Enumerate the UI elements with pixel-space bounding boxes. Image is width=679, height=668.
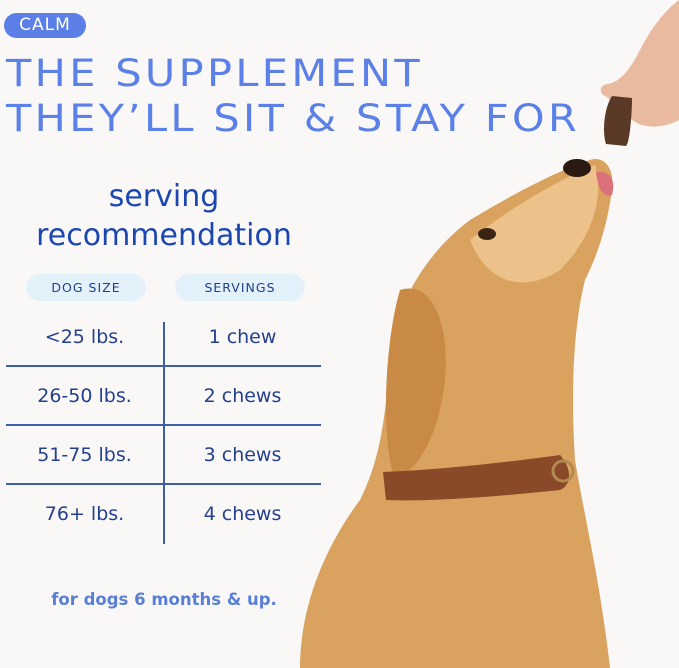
table-divider <box>6 483 321 485</box>
table-divider-vertical <box>163 322 165 544</box>
dog-tongue <box>596 171 614 196</box>
footnote: for dogs 6 months & up. <box>51 590 277 609</box>
dog-face <box>470 165 599 283</box>
dog-collar <box>383 455 569 501</box>
dog-eye <box>478 228 496 240</box>
table-divider <box>6 365 321 367</box>
headline-line-2: THEY’LL SIT & STAY FOR <box>6 97 581 140</box>
servings-cell: 4 chews <box>203 503 282 525</box>
calm-badge: CALM <box>4 13 86 38</box>
table-divider <box>6 424 321 426</box>
hand <box>600 0 679 127</box>
dog-ear <box>385 288 446 480</box>
collar-ring <box>551 459 575 483</box>
chew-treat <box>604 96 632 146</box>
header-servings: SERVINGS <box>175 274 305 301</box>
dog-size-cell: 51-75 lbs. <box>37 444 132 466</box>
dog-size-cell: 76+ lbs. <box>44 503 125 525</box>
servings-cell: 3 chews <box>203 444 282 466</box>
dog-body <box>300 159 613 668</box>
header-dog-size: DOG SIZE <box>26 274 146 301</box>
dog-nose <box>563 159 591 177</box>
section-title-line-2: recommendation <box>36 218 292 253</box>
dog-size-cell: 26-50 lbs. <box>37 385 132 407</box>
headline-line-1: THE SUPPLEMENT <box>6 52 424 95</box>
dog-size-cell: <25 lbs. <box>44 326 125 348</box>
servings-cell: 1 chew <box>208 326 277 348</box>
section-title-line-1: serving <box>108 179 220 214</box>
servings-cell: 2 chews <box>203 385 282 407</box>
